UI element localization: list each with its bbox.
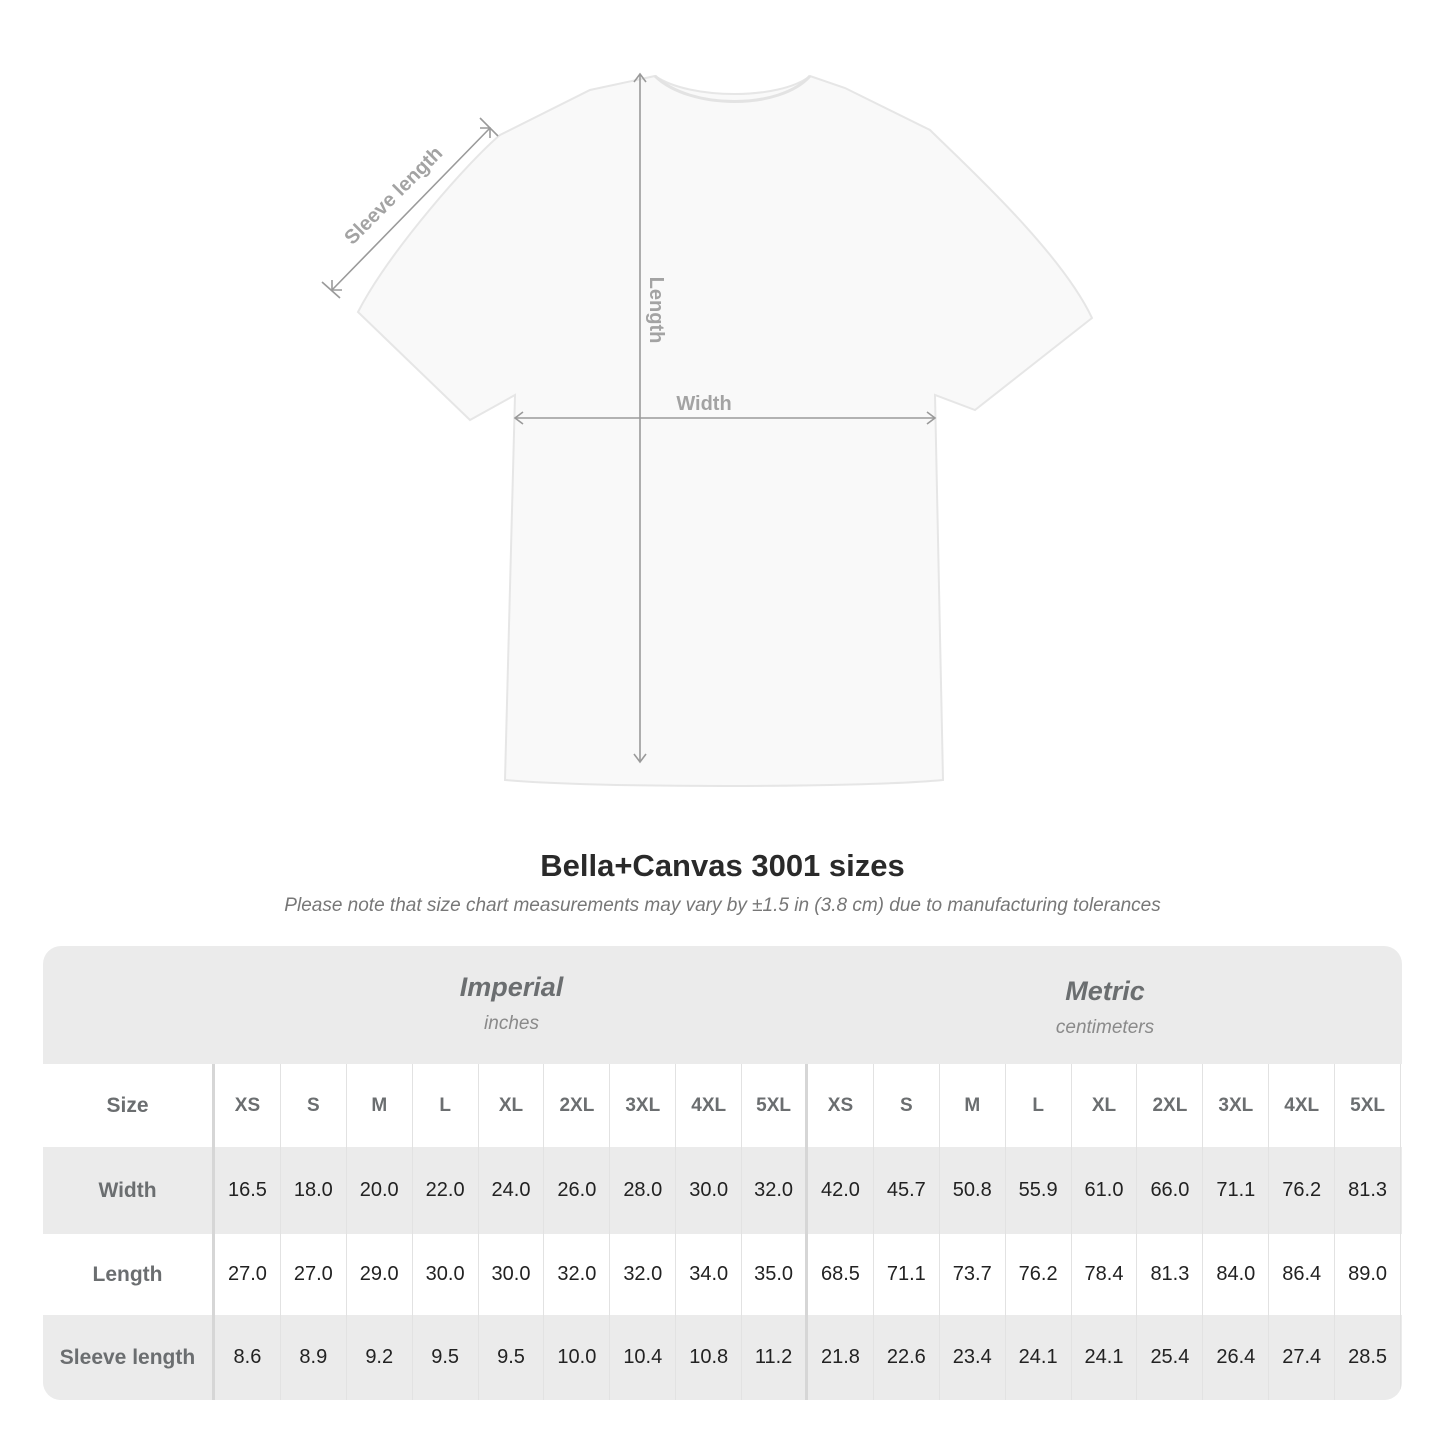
table-cell: 9.2 [347,1315,413,1400]
page-title: Bella+Canvas 3001 sizes [540,848,905,883]
table-cell: 32.0 [742,1147,809,1234]
table-cell: 11.2 [742,1315,809,1400]
table-cell: 9.5 [479,1315,545,1400]
table-row: Length 27.0 27.0 29.0 30.0 30.0 32.0 32.0 34.0 35… [43,1234,1402,1315]
size-header-cell: M [347,1064,413,1147]
table-cell: 22.0 [413,1147,479,1234]
table-cell: 27.0 [215,1234,281,1315]
table-cell: 71.1 [874,1234,940,1315]
tshirt-shape [356,74,1094,787]
size-table: Imperial inches Metric centimeters Size X… [43,946,1402,1400]
table-cell: 8.9 [281,1315,347,1400]
imperial-header: Imperial inches [215,946,808,1064]
size-header-cell: S [281,1064,347,1147]
size-header-cell: 5XL [1335,1064,1402,1147]
table-cell: 10.8 [676,1315,743,1400]
table-cell: 30.0 [413,1234,479,1315]
table-cell: 24.0 [479,1147,545,1234]
table-row: Width 16.5 18.0 20.0 22.0 24.0 26.0 28.0 30.0 32.… [43,1147,1402,1234]
table-cell: 24.1 [1006,1315,1072,1400]
table-cell: 21.8 [808,1315,874,1400]
table-cell: 20.0 [347,1147,413,1234]
row-label: Sleeve length [43,1315,215,1400]
table-cell: 89.0 [1335,1234,1402,1315]
table-cell: 35.0 [742,1234,809,1315]
size-header-cell: XL [1072,1064,1138,1147]
width-label: Width [676,393,731,415]
table-cell: 78.4 [1072,1234,1138,1315]
tshirt-diagram: Sleeve length Length Width [321,72,1094,787]
table-cell: 28.0 [610,1147,677,1234]
table-cell: 71.1 [1203,1147,1270,1234]
table-cell: 61.0 [1072,1147,1138,1234]
size-header-cell: L [1006,1064,1072,1147]
row-label: Width [43,1147,215,1234]
imperial-unit: inches [484,1013,539,1034]
table-cell: 86.4 [1269,1234,1336,1315]
table-cell: 84.0 [1203,1234,1270,1315]
imperial-label: Imperial [459,972,564,1002]
size-header-cell: 3XL [610,1064,677,1147]
tolerance-note: Please note that size chart measurements… [284,895,1161,916]
table-cell: 28.5 [1335,1315,1402,1400]
size-header-cell: 2XL [544,1064,611,1147]
table-cell: 9.5 [413,1315,479,1400]
table-cell: 16.5 [215,1147,281,1234]
size-header-cell: L [413,1064,479,1147]
size-header-cell: XL [479,1064,545,1147]
table-cell: 42.0 [808,1147,874,1234]
table-cell: 10.0 [544,1315,611,1400]
size-header-cell: 3XL [1203,1064,1270,1147]
table-cell: 81.3 [1137,1234,1204,1315]
table-cell: 68.5 [808,1234,874,1315]
sleeve-arrow [331,127,491,291]
size-header-cell: 4XL [676,1064,743,1147]
table-cell: 34.0 [676,1234,743,1315]
row-label: Length [43,1234,215,1315]
table-cell: 73.7 [940,1234,1006,1315]
table-cell: 26.4 [1203,1315,1270,1400]
table-cell: 18.0 [281,1147,347,1234]
table-cell: 23.4 [940,1315,1006,1400]
size-header-cell: 2XL [1137,1064,1204,1147]
metric-unit: centimeters [1055,1017,1155,1038]
table-cell: 25.4 [1137,1315,1204,1400]
table-cell: 45.7 [874,1147,940,1234]
size-header-cell: M [940,1064,1006,1147]
table-row: Sleeve length 8.6 8.9 9.2 9.5 9.5 10.0 10.4 10.8… [43,1315,1402,1400]
table-cell: 76.2 [1006,1234,1072,1315]
table-cell: 27.4 [1269,1315,1336,1400]
table-cell: 81.3 [1335,1147,1402,1234]
size-header-cell: 4XL [1269,1064,1336,1147]
table-cell: 30.0 [479,1234,545,1315]
size-header-cell: XS [808,1064,874,1147]
table-cell: 26.0 [544,1147,611,1234]
row-label: Size [43,1064,215,1147]
size-header-cell: XS [215,1064,281,1147]
size-header-row: Size XS S M L XL 2XL 3XL 4XL 5XL XS S M L XL 2XL 3XL 4XL 5… [43,1064,1402,1147]
table-cell: 22.6 [874,1315,940,1400]
table-cell: 55.9 [1006,1147,1072,1234]
metric-header: Metric centimeters [808,946,1402,1064]
table-cell: 24.1 [1072,1315,1138,1400]
table-cell: 32.0 [544,1234,611,1315]
table-cell: 66.0 [1137,1147,1204,1234]
table-cell: 76.2 [1269,1147,1336,1234]
table-cell: 27.0 [281,1234,347,1315]
table-cell: 30.0 [676,1147,743,1234]
metric-label: Metric [1065,976,1145,1006]
size-header-cell: 5XL [742,1064,809,1147]
table-cell: 50.8 [940,1147,1006,1234]
size-header-cell: S [874,1064,940,1147]
table-cell: 10.4 [610,1315,677,1400]
table-cell: 8.6 [215,1315,281,1400]
table-cell: 32.0 [610,1234,677,1315]
table-cell: 29.0 [347,1234,413,1315]
length-label: Length [645,277,667,344]
